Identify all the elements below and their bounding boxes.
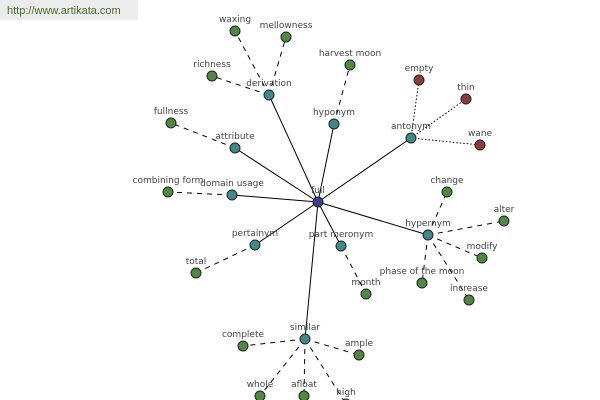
- edge-full-pertainym: [254, 201, 319, 246]
- node-part-meronym[interactable]: [335, 240, 347, 252]
- node-pertainym[interactable]: [249, 239, 261, 251]
- edge-similar-complete: [242, 338, 306, 347]
- node-label[interactable]: waxing: [219, 15, 251, 25]
- node-label[interactable]: ample: [345, 339, 373, 349]
- edge-full-similar: [304, 201, 319, 340]
- node-mellowness[interactable]: [280, 31, 292, 43]
- node-label[interactable]: increase: [450, 284, 488, 294]
- node-label[interactable]: domain usage: [200, 179, 264, 189]
- node-label[interactable]: alter: [494, 205, 515, 215]
- node-label[interactable]: wane: [468, 129, 493, 139]
- edge-derivation-waxing: [234, 30, 270, 96]
- node-label[interactable]: antonym: [391, 122, 431, 132]
- edge-full-derivation: [268, 94, 319, 203]
- node-thin[interactable]: [460, 93, 472, 105]
- node-label[interactable]: richness: [193, 60, 231, 70]
- node-afloat[interactable]: [298, 390, 310, 400]
- node-antonym[interactable]: [405, 132, 417, 144]
- node-total[interactable]: [190, 267, 202, 279]
- node-label[interactable]: complete: [222, 330, 265, 340]
- edge-full-part_meronym: [317, 201, 342, 247]
- node-phase-of-the-moon[interactable]: [416, 277, 428, 289]
- edge-full-attribute: [234, 147, 319, 203]
- node-domain-usage[interactable]: [226, 189, 238, 201]
- edge-hyponym-harvest_moon: [333, 64, 351, 125]
- node-derivation[interactable]: [263, 89, 275, 101]
- node-label[interactable]: part meronym: [309, 230, 373, 240]
- edge-full-antonym: [317, 137, 412, 203]
- edge-derivation-mellowness: [268, 36, 287, 96]
- edge-pertainym-total: [195, 244, 256, 274]
- node-whole[interactable]: [254, 390, 266, 400]
- node-label[interactable]: phase of the moon: [380, 267, 465, 277]
- node-label[interactable]: month: [351, 278, 380, 288]
- node-harvest-moon[interactable]: [344, 59, 356, 71]
- node-combining-form[interactable]: [162, 186, 174, 198]
- node-full[interactable]: [312, 196, 324, 208]
- node-richness[interactable]: [206, 70, 218, 82]
- watermark-url[interactable]: http://www.artikata.com: [0, 0, 138, 20]
- node-label[interactable]: whole: [247, 380, 274, 390]
- node-label[interactable]: pertainym: [232, 229, 278, 239]
- node-increase[interactable]: [463, 294, 475, 306]
- node-label[interactable]: hyponym: [313, 108, 355, 118]
- node-change[interactable]: [441, 186, 453, 198]
- edge-hypernym-increase: [427, 234, 470, 301]
- edge-full-hypernym: [317, 201, 429, 236]
- node-label[interactable]: derivation: [246, 79, 292, 89]
- edge-hypernym-alter: [427, 220, 505, 236]
- node-label[interactable]: hypernym: [405, 219, 451, 229]
- node-ample[interactable]: [353, 349, 365, 361]
- node-label[interactable]: full: [311, 186, 325, 196]
- node-similar[interactable]: [299, 333, 311, 345]
- edge-similar-high: [304, 338, 345, 400]
- edge-antonym-empty: [410, 79, 420, 139]
- node-label[interactable]: attribute: [215, 132, 255, 142]
- node-label[interactable]: empty: [405, 64, 435, 74]
- node-label[interactable]: afloat: [291, 380, 317, 390]
- edge-full-hyponym: [317, 123, 335, 203]
- edge-attribute-fullness: [170, 122, 236, 149]
- edge-hypernym-phase_of_the_moon: [421, 234, 429, 284]
- node-label[interactable]: total: [186, 257, 207, 267]
- edge-hypernym-change: [427, 191, 448, 236]
- node-month[interactable]: [360, 288, 372, 300]
- node-hyponym[interactable]: [328, 118, 340, 130]
- node-label[interactable]: mellowness: [260, 21, 313, 31]
- node-alter[interactable]: [498, 215, 510, 227]
- edge-domain_usage-combining_form: [167, 191, 233, 196]
- node-label[interactable]: modify: [467, 242, 498, 252]
- node-hypernym[interactable]: [422, 229, 434, 241]
- edge-antonym-wane: [410, 137, 481, 146]
- node-label[interactable]: thin: [457, 83, 474, 93]
- node-wane[interactable]: [474, 139, 486, 151]
- edge-similar-whole: [259, 338, 306, 397]
- node-label[interactable]: harvest moon: [319, 49, 381, 59]
- edge-full-domain_usage: [231, 194, 319, 203]
- node-modify[interactable]: [476, 252, 488, 264]
- node-label[interactable]: combining form: [133, 176, 204, 186]
- node-empty[interactable]: [413, 74, 425, 86]
- node-label[interactable]: high: [336, 388, 356, 398]
- node-waxing[interactable]: [229, 25, 241, 37]
- node-label[interactable]: similar: [290, 323, 320, 333]
- node-label[interactable]: fullness: [154, 107, 189, 117]
- edge-derivation-richness: [211, 75, 270, 96]
- node-fullness[interactable]: [165, 117, 177, 129]
- node-label[interactable]: change: [430, 176, 464, 186]
- node-attribute[interactable]: [229, 142, 241, 154]
- edge-antonym-thin: [410, 98, 467, 139]
- node-complete[interactable]: [237, 340, 249, 352]
